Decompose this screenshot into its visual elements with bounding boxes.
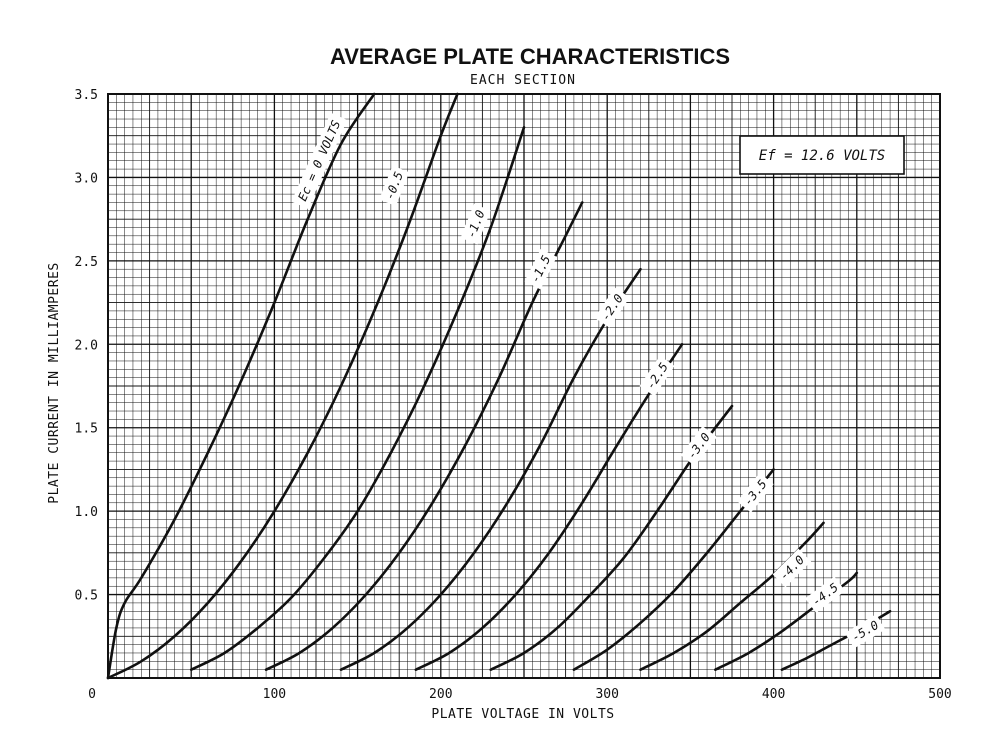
curve-label-bg [639, 355, 675, 397]
curve-0 [106, 92, 376, 680]
curve-label-bg [594, 287, 630, 328]
x-tick-label: 100 [263, 687, 286, 702]
curve-label-bg [736, 472, 774, 513]
curve-5 [414, 342, 684, 671]
curve-label-1: -0.5 [379, 165, 410, 207]
x-tick-label: 300 [595, 687, 618, 702]
chart-subtitle: EACH SECTION [470, 73, 576, 88]
curve-label-9: -4.5 [805, 576, 846, 613]
y-tick-label: 3.5 [75, 88, 98, 103]
x-axis-label: PLATE VOLTAGE IN VOLTS [431, 707, 614, 722]
curve-4 [339, 267, 642, 671]
y-axis-label: PLATE CURRENT IN MILLIAMPERES [47, 262, 62, 503]
curve-10 [780, 609, 892, 671]
y-tick-label: 1.0 [75, 505, 98, 520]
x-tick-label: 0 [88, 687, 96, 702]
y-tick-label: 2.5 [75, 255, 98, 270]
note-text: Ef = 12.6 VOLTS [759, 148, 885, 164]
chart-title: AVERAGE PLATE CHARACTERISTICS [330, 44, 730, 69]
curve-7 [572, 468, 775, 671]
tick-labels: 0 100 200 300 400 500 0.5 1.0 1.5 2.0 2.5 3.0 3.5 [75, 88, 952, 702]
curve-label-8: -4.0 [772, 548, 812, 588]
plot-border [107, 93, 941, 679]
x-tick-label: 400 [762, 687, 785, 702]
note-box [739, 135, 905, 175]
y-tick-label: 0.5 [75, 589, 98, 604]
curve-1 [106, 92, 459, 680]
curve-2 [189, 126, 526, 671]
x-tick-label: 500 [928, 687, 951, 702]
curve-label-bg [680, 426, 717, 467]
y-tick-label: 3.0 [75, 171, 98, 186]
curve-label-bg [460, 203, 491, 245]
curve-labels: Ec = 0 VOLTS -0.5-1.0-1.5-2.0-2.5-3.0-3.5… [291, 112, 886, 649]
curve-label-bg [291, 112, 348, 209]
curve-9 [714, 571, 859, 671]
curve-label-2: -1.0 [460, 203, 491, 245]
curve-label-bg [844, 614, 886, 649]
curve-label-bg [379, 165, 410, 207]
x-tick-label: 200 [429, 687, 452, 702]
curve-label-10: -5.0 [844, 614, 886, 649]
y-tick-label: 2.0 [75, 338, 98, 353]
y-tick-label: 1.5 [75, 422, 98, 437]
curve-label-bg [805, 576, 846, 613]
curve-label-bg [524, 248, 557, 290]
curve-8 [639, 521, 825, 671]
grid [107, 93, 941, 679]
plot-frame [107, 93, 941, 679]
filament-voltage-note: Ef = 12.6 VOLTS [739, 135, 905, 175]
curve-label-bg [772, 548, 812, 588]
